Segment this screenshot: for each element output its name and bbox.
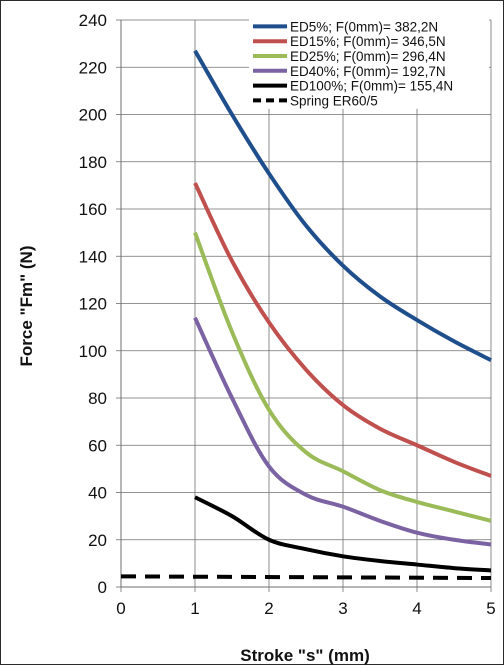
y-tick-label: 120 [79, 295, 107, 314]
series-line-4 [193, 316, 492, 547]
y-tick-label: 240 [79, 11, 107, 30]
legend-label: ED15%; F(0mm)= 346,5N [290, 34, 446, 49]
series-line-1 [193, 49, 492, 362]
x-tick-labels: 0 1 2 3 4 5 [116, 599, 495, 618]
x-tick-label: 1 [190, 599, 199, 618]
y-tick-label: 140 [79, 247, 107, 266]
x-tick-label: 5 [486, 599, 495, 618]
y-tick-label: 100 [79, 342, 107, 361]
x-tick-label: 0 [116, 599, 125, 618]
y-tick-label: 60 [88, 436, 107, 455]
legend-label: Spring ER60/5 [290, 93, 378, 108]
y-tick-label: 160 [79, 200, 107, 219]
x-tick-label: 2 [264, 599, 273, 618]
y-tick-label: 180 [79, 153, 107, 172]
y-tick-label: 20 [88, 531, 107, 550]
series-line-2 [193, 182, 492, 478]
y-tick-labels: 0 20 40 60 80 100 120 140 160 180 200 220 240 [79, 11, 107, 597]
legend-label: ED5%; F(0mm)= 382,2N [290, 19, 438, 34]
y-tick-label: 0 [98, 578, 107, 597]
grid [121, 19, 492, 587]
x-tick-label: 4 [412, 599, 421, 618]
y-tick-label: 80 [88, 389, 107, 408]
axes [116, 19, 492, 592]
legend-box [249, 16, 489, 109]
y-tick-label: 200 [79, 106, 107, 125]
legend-label: ED25%; F(0mm)= 296,4N [290, 49, 446, 64]
x-tick-label: 3 [338, 599, 347, 618]
y-axis-title: Force "Fm" (N) [17, 246, 36, 367]
series-lines [120, 49, 492, 581]
series-line-3 [193, 231, 492, 523]
series-line-5 [194, 495, 492, 573]
y-tick-label: 220 [79, 58, 107, 77]
y-tick-label: 40 [88, 484, 107, 503]
legend-label: ED100%; F(0mm)= 155,4N [290, 79, 453, 94]
series-line-6 [120, 574, 492, 581]
legend-label: ED40%; F(0mm)= 192,7N [290, 64, 446, 79]
x-axis-title: Stroke "s" (mm) [240, 646, 369, 665]
